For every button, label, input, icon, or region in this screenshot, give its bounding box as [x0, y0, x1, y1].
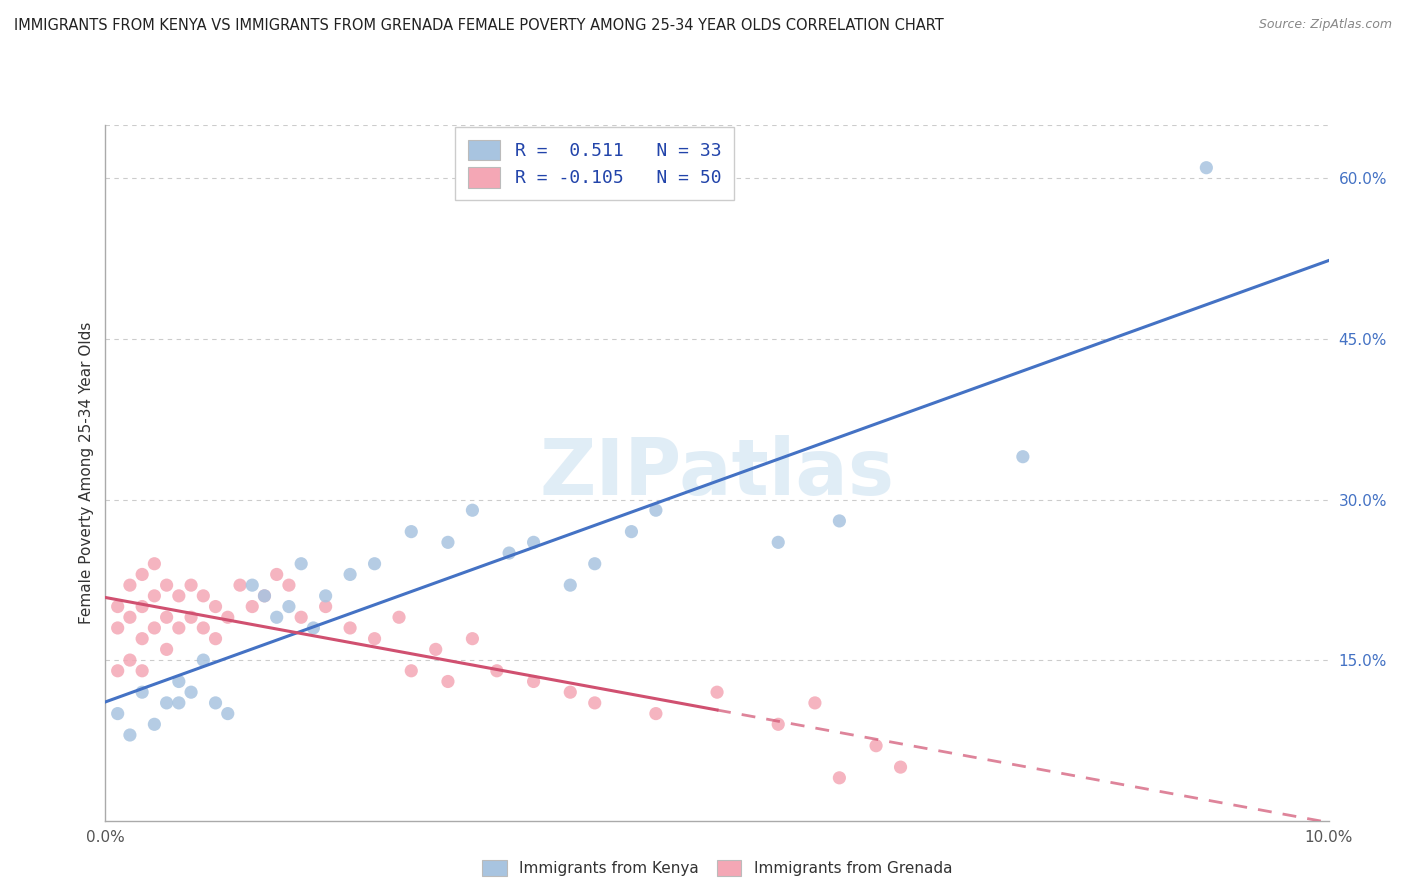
Point: [485, 664, 508, 678]
Point: [204, 632, 226, 646]
Point: [363, 632, 385, 646]
Point: [253, 589, 276, 603]
Point: [266, 610, 288, 624]
Point: [644, 706, 666, 721]
Point: [560, 685, 582, 699]
Point: [302, 621, 325, 635]
Point: [828, 514, 851, 528]
Point: [339, 621, 361, 635]
Point: [118, 728, 141, 742]
Point: [240, 599, 263, 614]
Point: [131, 599, 153, 614]
Point: [425, 642, 447, 657]
Point: [560, 578, 582, 592]
Point: [143, 589, 166, 603]
Point: [1195, 161, 1218, 175]
Point: [865, 739, 887, 753]
Point: [266, 567, 288, 582]
Point: [461, 632, 484, 646]
Point: [706, 685, 728, 699]
Point: [107, 706, 129, 721]
Point: [118, 610, 141, 624]
Point: [290, 610, 312, 624]
Point: [118, 653, 141, 667]
Point: [278, 599, 301, 614]
Point: [167, 696, 190, 710]
Point: [290, 557, 312, 571]
Point: [143, 717, 166, 731]
Text: IMMIGRANTS FROM KENYA VS IMMIGRANTS FROM GRENADA FEMALE POVERTY AMONG 25-34 YEAR: IMMIGRANTS FROM KENYA VS IMMIGRANTS FROM…: [14, 18, 943, 33]
Legend: Immigrants from Kenya, Immigrants from Grenada: Immigrants from Kenya, Immigrants from G…: [477, 854, 957, 882]
Point: [401, 664, 423, 678]
Point: [363, 557, 385, 571]
Point: [620, 524, 643, 539]
Y-axis label: Female Poverty Among 25-34 Year Olds: Female Poverty Among 25-34 Year Olds: [79, 322, 94, 624]
Text: ZIPatlas: ZIPatlas: [540, 434, 894, 511]
Point: [131, 685, 153, 699]
Point: [180, 610, 202, 624]
Point: [131, 664, 153, 678]
Point: [155, 610, 177, 624]
Point: [278, 578, 301, 592]
Point: [828, 771, 851, 785]
Point: [315, 589, 337, 603]
Point: [167, 589, 190, 603]
Point: [193, 621, 215, 635]
Point: [217, 610, 239, 624]
Point: [155, 696, 177, 710]
Point: [437, 674, 460, 689]
Point: [768, 717, 790, 731]
Point: [315, 599, 337, 614]
Point: [768, 535, 790, 549]
Point: [644, 503, 666, 517]
Point: [889, 760, 911, 774]
Point: [167, 621, 190, 635]
Point: [180, 685, 202, 699]
Point: [253, 589, 276, 603]
Point: [193, 653, 215, 667]
Point: [523, 535, 546, 549]
Point: [583, 557, 606, 571]
Point: [240, 578, 263, 592]
Point: [180, 578, 202, 592]
Point: [107, 599, 129, 614]
Point: [388, 610, 411, 624]
Point: [1011, 450, 1033, 464]
Point: [204, 696, 226, 710]
Point: [193, 589, 215, 603]
Point: [523, 674, 546, 689]
Point: [155, 578, 177, 592]
Point: [143, 621, 166, 635]
Text: Source: ZipAtlas.com: Source: ZipAtlas.com: [1258, 18, 1392, 31]
Point: [498, 546, 520, 560]
Point: [339, 567, 361, 582]
Point: [461, 503, 484, 517]
Point: [437, 535, 460, 549]
Point: [167, 674, 190, 689]
Point: [583, 696, 606, 710]
Point: [204, 599, 226, 614]
Point: [131, 567, 153, 582]
Point: [155, 642, 177, 657]
Point: [229, 578, 252, 592]
Point: [107, 621, 129, 635]
Point: [118, 578, 141, 592]
Point: [804, 696, 827, 710]
Point: [217, 706, 239, 721]
Point: [107, 664, 129, 678]
Point: [143, 557, 166, 571]
Point: [401, 524, 423, 539]
Point: [131, 632, 153, 646]
